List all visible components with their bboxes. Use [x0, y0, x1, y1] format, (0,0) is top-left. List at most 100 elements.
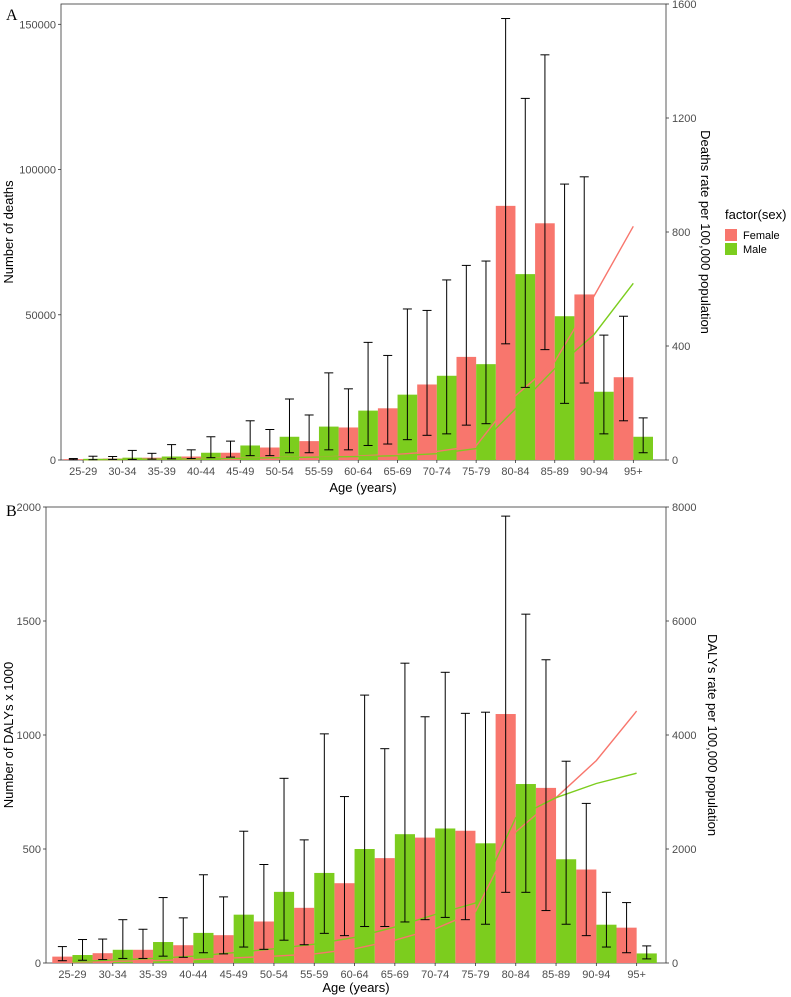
a-errorbar-female-4 — [226, 440, 236, 458]
a-ytick-label-0: 0 — [50, 455, 56, 467]
b-errorbar-male-11 — [521, 613, 531, 893]
a-ytick-label-3: 150000 — [19, 19, 56, 31]
b-xtick-label-13: 90-94 — [582, 969, 610, 981]
b-errorbar-male-7 — [360, 694, 370, 928]
b-errorbar-female-1 — [98, 938, 108, 961]
a-y2tick-label-2: 800 — [672, 227, 690, 239]
a-xtick-label-2: 35-39 — [148, 466, 176, 478]
panel-a: A 0 50000 100000 150000 0 400 800 1200 1600 25-29… — [1, 0, 713, 495]
b-y2tick-label-3: 6000 — [672, 616, 696, 628]
b-xtick-label-11: 80-84 — [502, 969, 530, 981]
a-errorbar-male-0 — [88, 455, 98, 461]
a-ytick-label-1: 50000 — [25, 310, 56, 322]
b-errorbar-male-2 — [158, 897, 168, 957]
a-errorbar-female-5 — [265, 429, 275, 457]
panel-b-ylabel: Number of DALYs x 1000 — [1, 662, 16, 808]
a-errorbar-female-2 — [147, 452, 157, 460]
b-errorbar-male-10 — [481, 711, 491, 925]
legend-label-female: Female — [743, 230, 780, 242]
a-errorbar-male-8 — [402, 308, 412, 441]
b-y2tick-label-4: 8000 — [672, 502, 696, 514]
b-xtick-label-2: 35-39 — [139, 969, 167, 981]
a-errorbar-female-14 — [619, 315, 629, 422]
a-errorbar-male-12 — [560, 183, 570, 404]
a-y2tick-label-3: 1200 — [672, 113, 696, 125]
a-xtick-label-6: 55-59 — [305, 466, 333, 478]
b-errorbar-female-9 — [420, 716, 430, 921]
b-errorbar-female-10 — [460, 712, 470, 921]
a-xtick-label-11: 80-84 — [501, 466, 529, 478]
legend-swatch-male — [725, 243, 737, 255]
a-errorbar-female-13 — [579, 176, 589, 384]
a-xtick-label-4: 45-49 — [226, 466, 254, 478]
a-errorbar-female-10 — [461, 264, 471, 426]
b-rate-line-female — [72, 710, 638, 963]
panel-b-y2label: DALYs rate per 100,000 population — [705, 634, 720, 836]
legend-swatch-female — [725, 229, 737, 241]
a-xtick-label-7: 60-64 — [344, 466, 372, 478]
b-xtick-label-14: 95+ — [627, 969, 646, 981]
b-errorbar-female-5 — [259, 864, 269, 950]
b-errorbar-female-13 — [581, 802, 591, 937]
b-errorbar-male-13 — [601, 891, 611, 948]
a-y2tick-label-4: 1600 — [672, 0, 696, 11]
b-ytick-label-0: 0 — [35, 958, 41, 970]
panel-b-marks: 0 500 1000 1500 2000 0 2000 4000 6000 8000 25-29 30… — [17, 502, 697, 981]
a-ytick-label-2: 100000 — [19, 165, 56, 177]
b-errorbar-female-7 — [339, 796, 349, 937]
a-errorbar-female-9 — [422, 309, 432, 436]
a-errorbar-female-6 — [304, 414, 314, 454]
b-errorbar-female-0 — [57, 946, 67, 962]
a-y2tick-label-1: 400 — [672, 341, 690, 353]
a-errorbar-female-12 — [540, 54, 550, 351]
b-errorbar-female-12 — [541, 659, 551, 912]
a-xtick-label-8: 65-69 — [383, 466, 411, 478]
a-xtick-label-9: 70-74 — [423, 466, 451, 478]
a-errorbar-male-4 — [245, 420, 255, 457]
panel-a-xlabel: Age (years) — [329, 480, 396, 495]
legend-title: factor(sex) — [725, 207, 786, 222]
b-errorbar-male-6 — [319, 733, 329, 934]
a-errorbar-male-1 — [127, 449, 137, 460]
b-ytick-label-4: 2000 — [17, 502, 41, 514]
panel-b-label: B — [6, 503, 17, 520]
a-xtick-label-12: 85-89 — [541, 466, 569, 478]
b-xtick-label-7: 60-64 — [340, 969, 368, 981]
panel-a-marks: 0 50000 100000 150000 0 400 800 1200 1600 25-29 30… — [19, 0, 696, 478]
b-errorbar-male-5 — [279, 777, 289, 941]
b-errorbar-female-14 — [622, 902, 632, 954]
b-xtick-label-3: 40-44 — [179, 969, 207, 981]
b-rate-line-male — [72, 772, 637, 963]
b-errorbar-male-14 — [642, 945, 652, 960]
panel-a-label: A — [6, 7, 18, 24]
b-xtick-label-4: 45-49 — [220, 969, 248, 981]
b-errorbar-male-0 — [78, 939, 88, 961]
b-errorbar-male-4 — [239, 830, 249, 948]
a-errorbar-male-14 — [638, 417, 648, 454]
panel-b: B 0 500 1000 1500 2000 0 2000 4000 6000 8000 25-29… — [1, 502, 720, 995]
b-errorbar-female-11 — [501, 515, 511, 893]
b-y2tick-label-0: 0 — [672, 958, 678, 970]
b-y2tick-label-1: 2000 — [672, 844, 696, 856]
b-errorbar-male-12 — [561, 760, 571, 925]
b-errorbar-female-8 — [380, 748, 390, 928]
panel-a-ylabel: Number of deaths — [1, 180, 16, 284]
b-ytick-label-1: 500 — [23, 844, 41, 856]
a-errorbar-female-3 — [186, 449, 196, 460]
b-xtick-label-5: 50-54 — [260, 969, 288, 981]
b-xtick-label-1: 30-34 — [99, 969, 127, 981]
b-xtick-label-0: 25-29 — [58, 969, 86, 981]
a-xtick-label-3: 40-44 — [187, 466, 215, 478]
a-errorbar-female-11 — [501, 18, 511, 345]
a-xtick-label-14: 95+ — [624, 466, 643, 478]
b-errorbar-female-4 — [219, 896, 229, 955]
a-xtick-label-13: 90-94 — [580, 466, 608, 478]
a-y2tick-label-0: 0 — [672, 455, 678, 467]
b-xtick-label-10: 75-79 — [461, 969, 489, 981]
b-ytick-label-2: 1000 — [17, 730, 41, 742]
b-errorbar-female-2 — [138, 928, 148, 959]
a-xtick-label-0: 25-29 — [69, 466, 97, 478]
a-errorbar-female-8 — [383, 354, 393, 445]
a-errorbar-female-1 — [108, 456, 118, 460]
